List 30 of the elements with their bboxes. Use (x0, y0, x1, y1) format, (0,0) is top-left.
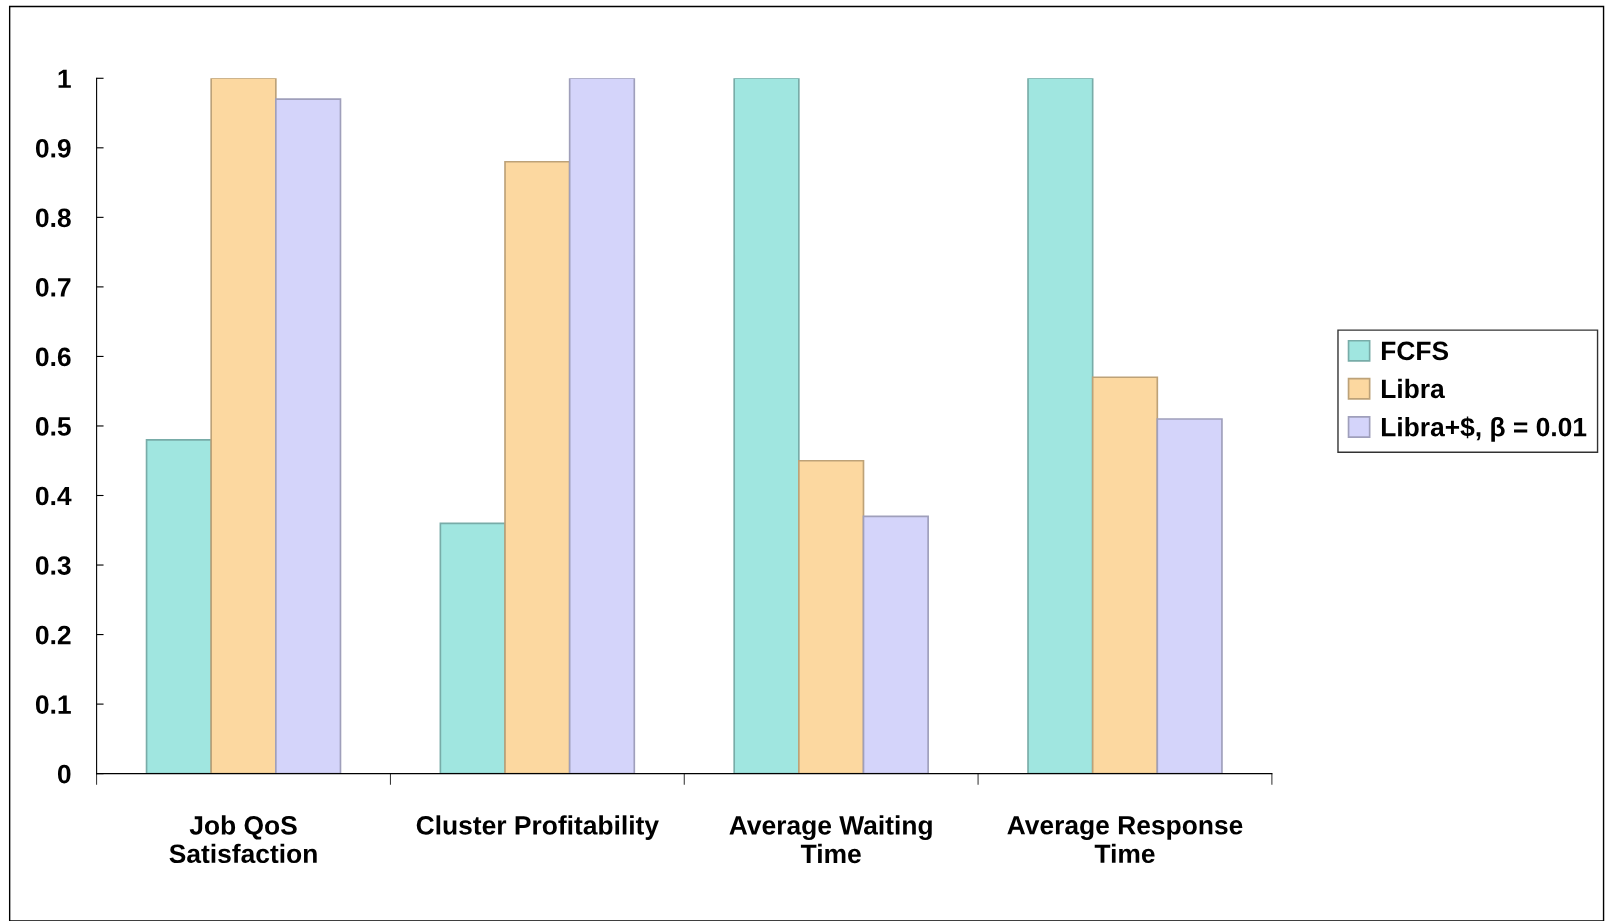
bar (733, 78, 800, 774)
bar (1091, 376, 1159, 774)
x-tick-label: Cluster Profitability (416, 815, 659, 840)
bar (1156, 418, 1223, 774)
y-tick-label: 0.8 (35, 208, 71, 228)
y-tick-label: 0.9 (35, 138, 71, 158)
y-tick-label: 0.5 (35, 417, 71, 436)
bar (1027, 78, 1094, 774)
legend-label: Libra+$, β = 0.01 (1381, 416, 1587, 442)
y-tick-label: 1 (58, 69, 71, 88)
x-tick-label: Average Waiting Time (729, 815, 932, 864)
bar (798, 459, 865, 774)
bar (274, 98, 342, 774)
bar (862, 515, 929, 774)
y-tick-label: 0 (57, 764, 71, 784)
y-tick-label: 0.7 (35, 278, 71, 297)
legend-label: Libra (1381, 378, 1445, 399)
bar (568, 78, 636, 774)
y-tick-label: 0.4 (35, 486, 72, 506)
y-tick-label: 0.2 (35, 625, 71, 645)
x-tick-label: Job QoS Satisfaction (169, 815, 317, 864)
y-tick-label: 0.6 (35, 347, 71, 367)
bar (504, 160, 571, 774)
x-tick-label: Average Response Time (1007, 816, 1243, 864)
bar (439, 522, 506, 774)
bar (145, 439, 213, 774)
y-tick-label: 0.1 (35, 695, 71, 714)
y-tick-label: 0.3 (35, 556, 71, 575)
bar (210, 78, 277, 774)
legend-label: FCFS (1381, 341, 1449, 361)
